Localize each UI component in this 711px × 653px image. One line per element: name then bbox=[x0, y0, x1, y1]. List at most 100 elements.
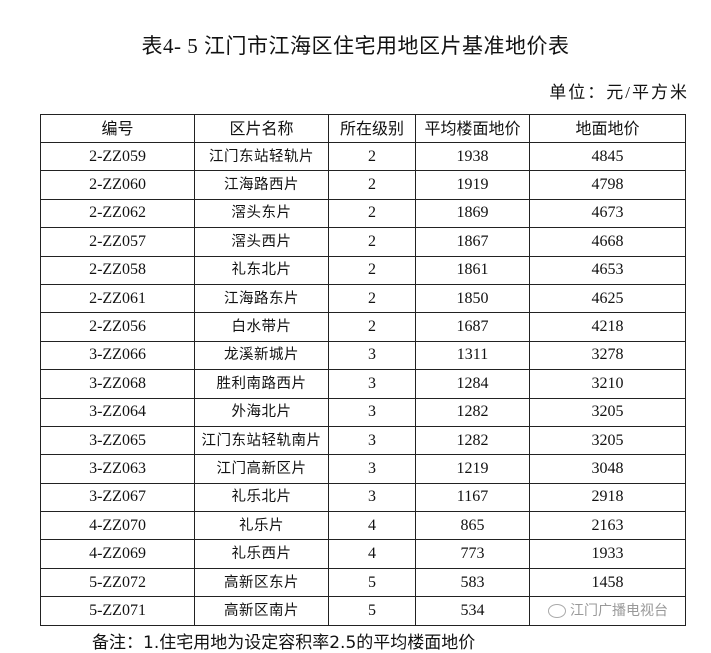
cell-ground-price: 4673 bbox=[529, 198, 686, 229]
cell-ground-price: 4668 bbox=[529, 227, 686, 257]
cell-ground-price: 4653 bbox=[529, 255, 686, 285]
cell-avg-floor-price: 1919 bbox=[415, 170, 530, 200]
cell-code: 2-ZZ057 bbox=[40, 227, 195, 257]
wechat-logo-icon bbox=[548, 604, 566, 618]
cell-code: 4-ZZ069 bbox=[40, 539, 195, 569]
cell-zone-name: 江门东站轻轨南片 bbox=[194, 425, 329, 456]
watermark-text: 江门广播电视台 bbox=[570, 603, 668, 619]
cell-code: 2-ZZ061 bbox=[40, 283, 195, 314]
cell-zone-name: 江海路西片 bbox=[194, 170, 329, 200]
cell-ground-price: 3278 bbox=[529, 340, 686, 371]
header-ground-price: 地面地价 bbox=[529, 114, 686, 143]
header-level: 所在级别 bbox=[328, 114, 416, 143]
cell-avg-floor-price: 534 bbox=[415, 596, 530, 626]
cell-level: 2 bbox=[328, 312, 416, 342]
cell-level: 2 bbox=[328, 283, 416, 314]
cell-zone-name: 礼乐北片 bbox=[194, 482, 329, 513]
cell-avg-floor-price: 1850 bbox=[415, 283, 530, 314]
unit-label: 单位：元/平方米 bbox=[549, 83, 689, 102]
cell-zone-name: 龙溪新城片 bbox=[194, 340, 329, 371]
header-avg-floor-price: 平均楼面地价 bbox=[415, 114, 530, 143]
cell-ground-price: 4798 bbox=[529, 170, 686, 200]
cell-avg-floor-price: 865 bbox=[415, 511, 530, 541]
cell-code: 2-ZZ056 bbox=[40, 312, 195, 342]
table-row: 2-ZZ059 江门东站轻轨片 2 1938 4845 bbox=[40, 141, 686, 172]
cell-ground-price: 4625 bbox=[529, 283, 686, 314]
cell-avg-floor-price: 583 bbox=[415, 567, 530, 598]
cell-avg-floor-price: 1282 bbox=[415, 425, 530, 456]
cell-code: 5-ZZ072 bbox=[40, 567, 195, 598]
cell-ground-price: 3205 bbox=[529, 425, 686, 456]
cell-avg-floor-price: 1861 bbox=[415, 255, 530, 285]
cell-level: 3 bbox=[328, 369, 416, 399]
cell-zone-name: 高新区南片 bbox=[194, 596, 329, 626]
cell-zone-name: 礼乐片 bbox=[194, 511, 329, 541]
cell-ground-price: 3205 bbox=[529, 397, 686, 427]
table-title: 表4- 5 江门市江海区住宅用地区片基准地价表 bbox=[141, 34, 570, 58]
cell-zone-name: 滘头东片 bbox=[194, 198, 329, 229]
cell-avg-floor-price: 1938 bbox=[415, 141, 530, 172]
cell-level: 3 bbox=[328, 397, 416, 427]
cell-ground-price: 2163 bbox=[529, 511, 686, 541]
header-zone-name: 区片名称 bbox=[194, 114, 329, 143]
cell-code: 3-ZZ065 bbox=[40, 425, 195, 456]
table-row: 2-ZZ057 滘头西片 2 1867 4668 bbox=[40, 227, 686, 257]
cell-level: 2 bbox=[328, 170, 416, 200]
cell-code: 3-ZZ066 bbox=[40, 340, 195, 371]
cell-zone-name: 江海路东片 bbox=[194, 283, 329, 314]
cell-level: 4 bbox=[328, 511, 416, 541]
cell-zone-name: 外海北片 bbox=[194, 397, 329, 427]
table-row: 3-ZZ064 外海北片 3 1282 3205 bbox=[40, 397, 686, 427]
cell-avg-floor-price: 1869 bbox=[415, 198, 530, 229]
footnote: 备注：1.住宅用地为设定容积率2.5的平均楼面地价 bbox=[92, 633, 476, 653]
table-row: 2-ZZ060 江海路西片 2 1919 4798 bbox=[40, 170, 686, 200]
cell-avg-floor-price: 1282 bbox=[415, 397, 530, 427]
cell-level: 5 bbox=[328, 596, 416, 626]
cell-zone-name: 江门东站轻轨片 bbox=[194, 141, 329, 172]
cell-code: 3-ZZ063 bbox=[40, 454, 195, 484]
table-row: 3-ZZ063 江门高新区片 3 1219 3048 bbox=[40, 454, 686, 484]
cell-avg-floor-price: 1867 bbox=[415, 227, 530, 257]
cell-zone-name: 高新区东片 bbox=[194, 567, 329, 598]
table-row: 5-ZZ072 高新区东片 5 583 1458 bbox=[40, 567, 686, 598]
cell-ground-price: 1933 bbox=[529, 539, 686, 569]
cell-code: 3-ZZ068 bbox=[40, 369, 195, 399]
cell-ground-price: 4845 bbox=[529, 141, 686, 172]
table-row: 4-ZZ069 礼乐西片 4 773 1933 bbox=[40, 539, 686, 569]
cell-avg-floor-price: 1687 bbox=[415, 312, 530, 342]
cell-level: 2 bbox=[328, 141, 416, 172]
cell-ground-price: 3210 bbox=[529, 369, 686, 399]
cell-zone-name: 滘头西片 bbox=[194, 227, 329, 257]
cell-zone-name: 礼东北片 bbox=[194, 255, 329, 285]
watermark: 江门广播电视台 bbox=[548, 603, 668, 619]
cell-avg-floor-price: 1284 bbox=[415, 369, 530, 399]
table-header-row: 编号 区片名称 所在级别 平均楼面地价 地面地价 bbox=[40, 114, 686, 143]
cell-code: 5-ZZ071 bbox=[40, 596, 195, 626]
table-row: 2-ZZ062 滘头东片 2 1869 4673 bbox=[40, 198, 686, 229]
cell-level: 3 bbox=[328, 454, 416, 484]
table-row: 3-ZZ067 礼乐北片 3 1167 2918 bbox=[40, 482, 686, 513]
cell-level: 3 bbox=[328, 482, 416, 513]
cell-code: 3-ZZ067 bbox=[40, 482, 195, 513]
cell-code: 2-ZZ058 bbox=[40, 255, 195, 285]
table-row: 3-ZZ065 江门东站轻轨南片 3 1282 3205 bbox=[40, 425, 686, 456]
cell-zone-name: 江门高新区片 bbox=[194, 454, 329, 484]
cell-zone-name: 礼乐西片 bbox=[194, 539, 329, 569]
cell-avg-floor-price: 1167 bbox=[415, 482, 530, 513]
cell-code: 2-ZZ059 bbox=[40, 141, 195, 172]
cell-level: 5 bbox=[328, 567, 416, 598]
cell-level: 2 bbox=[328, 198, 416, 229]
cell-level: 2 bbox=[328, 255, 416, 285]
table-row: 2-ZZ056 白水带片 2 1687 4218 bbox=[40, 312, 686, 342]
cell-zone-name: 白水带片 bbox=[194, 312, 329, 342]
table-row: 2-ZZ058 礼东北片 2 1861 4653 bbox=[40, 255, 686, 285]
land-price-table: 编号 区片名称 所在级别 平均楼面地价 地面地价 2-ZZ059 江门东站轻轨片 2… bbox=[40, 114, 686, 626]
table-row: 3-ZZ068 胜利南路西片 3 1284 3210 bbox=[40, 369, 686, 399]
cell-avg-floor-price: 1311 bbox=[415, 340, 530, 371]
cell-avg-floor-price: 1219 bbox=[415, 454, 530, 484]
cell-code: 4-ZZ070 bbox=[40, 511, 195, 541]
cell-zone-name: 胜利南路西片 bbox=[194, 369, 329, 399]
table-row: 4-ZZ070 礼乐片 4 865 2163 bbox=[40, 511, 686, 541]
cell-level: 3 bbox=[328, 425, 416, 456]
table-row: 2-ZZ061 江海路东片 2 1850 4625 bbox=[40, 283, 686, 314]
